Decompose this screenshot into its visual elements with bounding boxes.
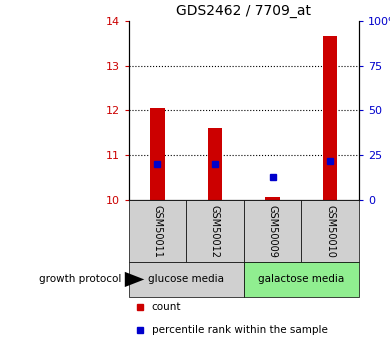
Bar xyxy=(129,262,244,297)
Bar xyxy=(129,200,186,262)
Title: GDS2462 / 7709_at: GDS2462 / 7709_at xyxy=(176,4,311,18)
Bar xyxy=(150,108,165,200)
Text: count: count xyxy=(152,302,181,312)
Bar xyxy=(208,128,222,200)
Bar xyxy=(265,197,280,200)
Bar xyxy=(323,37,337,200)
Bar xyxy=(186,200,244,262)
Text: GSM50010: GSM50010 xyxy=(325,205,335,258)
Text: galactose media: galactose media xyxy=(258,275,344,284)
Text: growth protocol: growth protocol xyxy=(39,275,121,284)
Text: GSM50009: GSM50009 xyxy=(268,205,278,258)
Bar xyxy=(301,200,359,262)
Bar xyxy=(244,200,301,262)
Text: GSM50012: GSM50012 xyxy=(210,205,220,258)
Text: glucose media: glucose media xyxy=(148,275,224,284)
Bar xyxy=(244,262,359,297)
Text: percentile rank within the sample: percentile rank within the sample xyxy=(152,325,328,335)
Text: GSM50011: GSM50011 xyxy=(152,205,163,258)
